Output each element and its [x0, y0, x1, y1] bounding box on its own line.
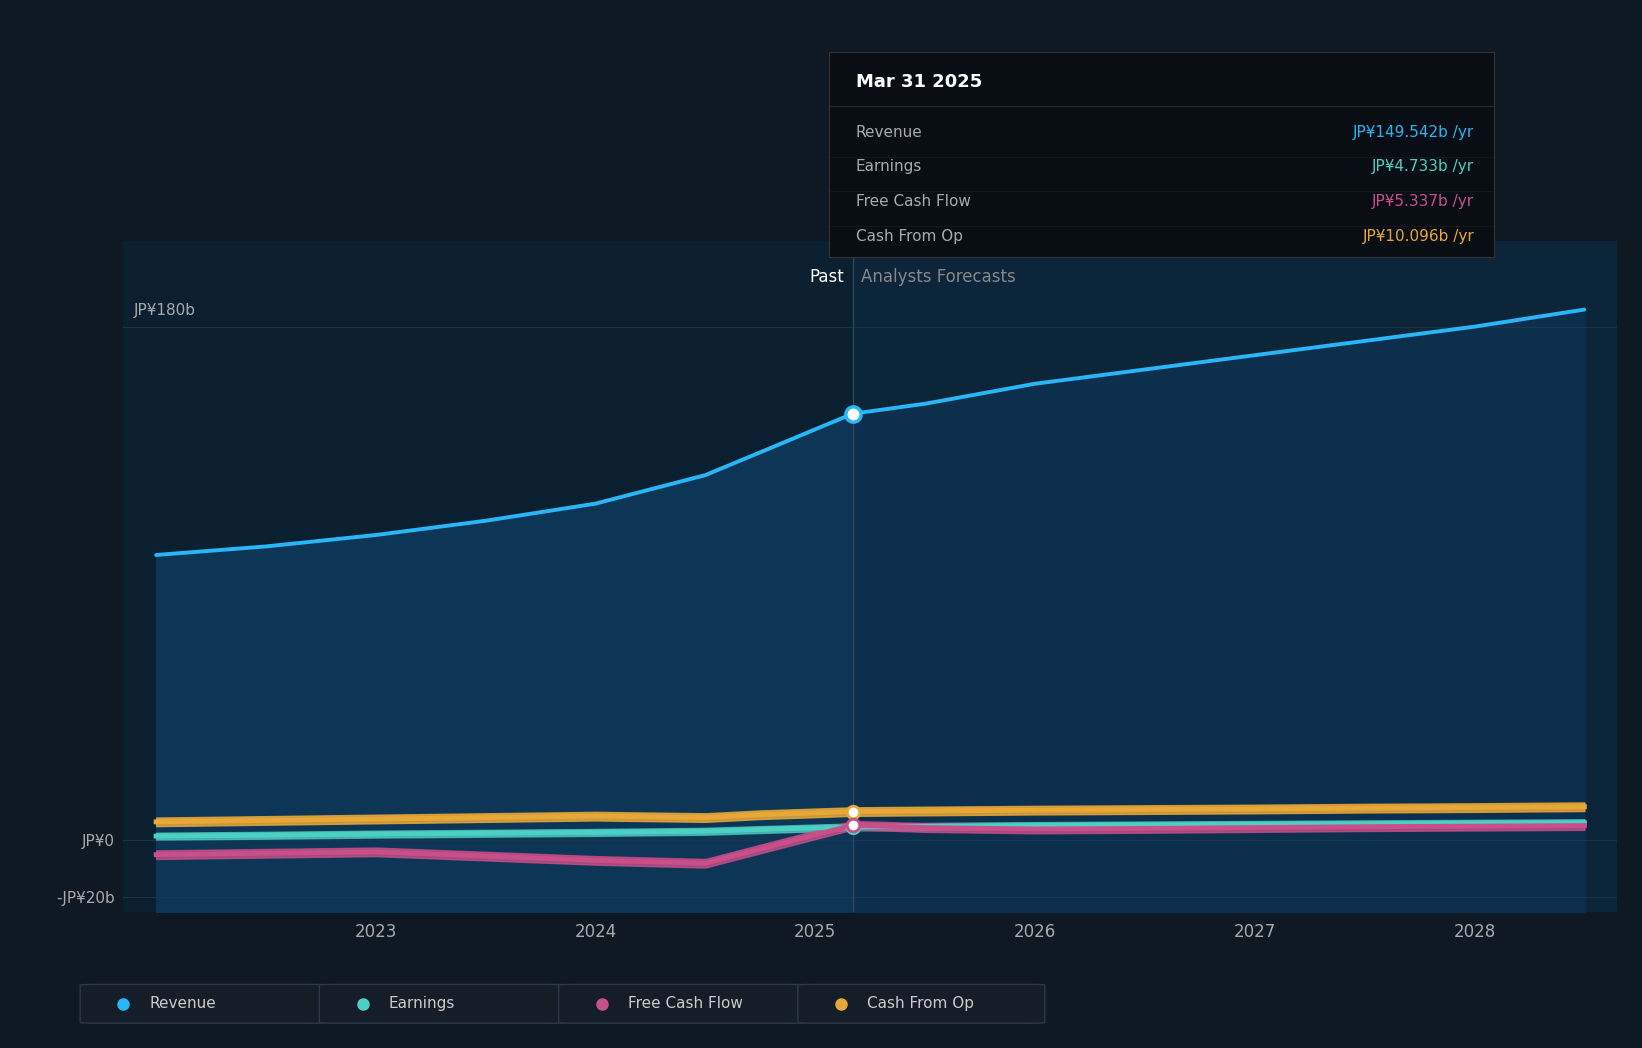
FancyBboxPatch shape [80, 984, 327, 1023]
FancyBboxPatch shape [798, 984, 1044, 1023]
Text: Past: Past [810, 268, 844, 286]
Text: JP¥180b: JP¥180b [135, 303, 195, 319]
Text: Free Cash Flow: Free Cash Flow [629, 997, 742, 1011]
Text: Cash From Op: Cash From Op [855, 228, 962, 244]
FancyBboxPatch shape [558, 984, 806, 1023]
Text: Revenue: Revenue [855, 125, 923, 139]
Text: JP¥5.337b /yr: JP¥5.337b /yr [1373, 194, 1475, 210]
Text: Analysts Forecasts: Analysts Forecasts [862, 268, 1016, 286]
Text: Free Cash Flow: Free Cash Flow [855, 194, 970, 210]
Text: Earnings: Earnings [389, 997, 455, 1011]
Text: Cash From Op: Cash From Op [867, 997, 974, 1011]
Text: Mar 31 2025: Mar 31 2025 [855, 73, 982, 91]
Text: JP¥10.096b /yr: JP¥10.096b /yr [1363, 228, 1475, 244]
Text: JP¥149.542b /yr: JP¥149.542b /yr [1353, 125, 1475, 139]
Text: JP¥4.733b /yr: JP¥4.733b /yr [1373, 159, 1475, 174]
FancyBboxPatch shape [320, 984, 566, 1023]
Text: Earnings: Earnings [855, 159, 923, 174]
Text: Revenue: Revenue [149, 997, 217, 1011]
Bar [852, 241, 1617, 912]
